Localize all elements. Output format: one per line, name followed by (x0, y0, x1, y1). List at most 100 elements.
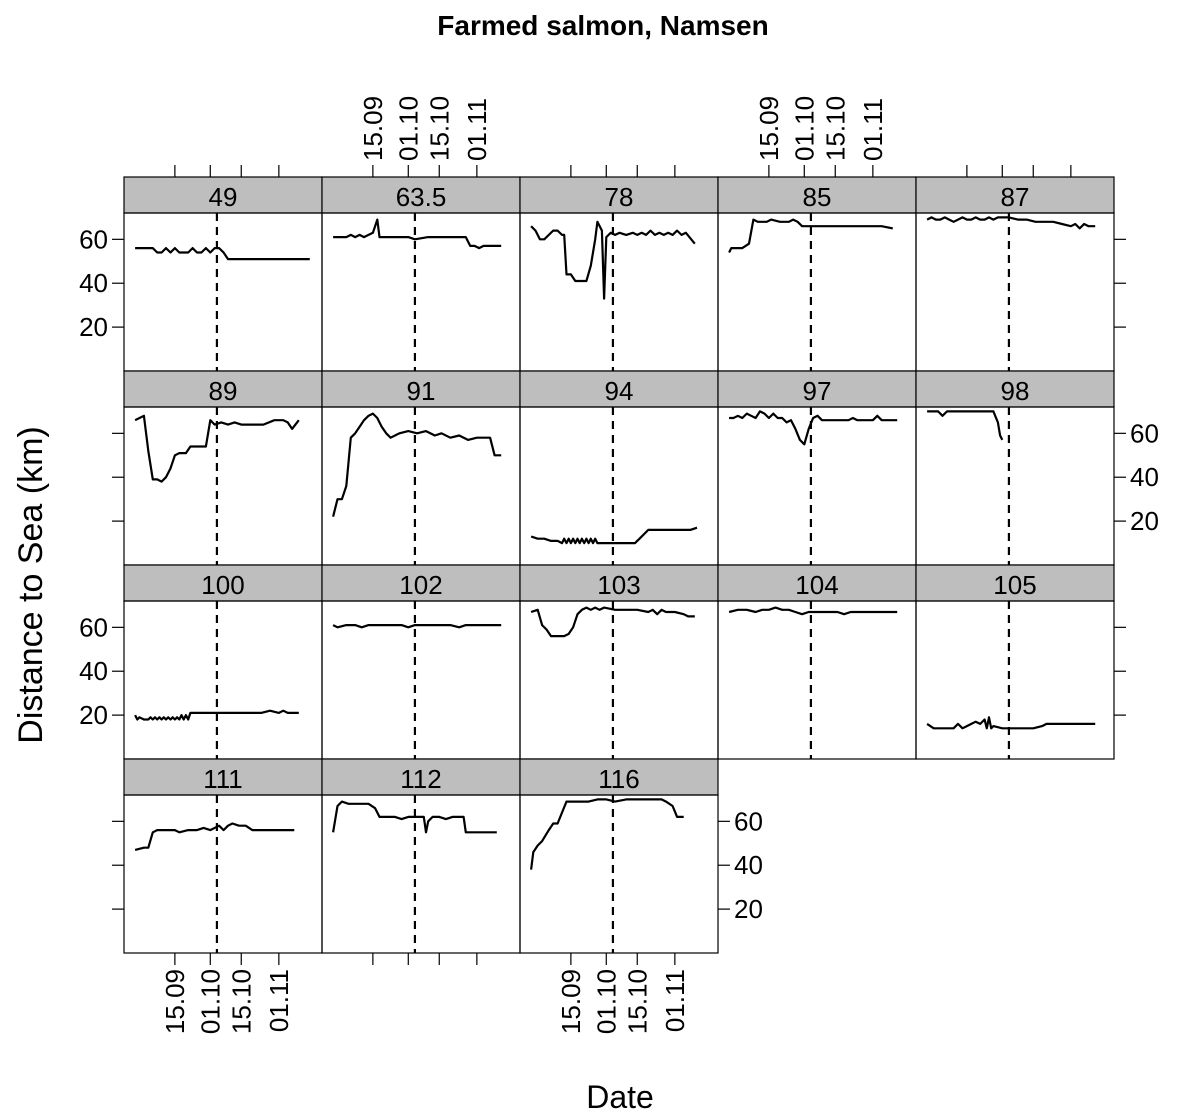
panel-111: 111 (123, 758, 323, 954)
series-line (333, 218, 502, 250)
panel-102: 102 (321, 564, 521, 760)
panel-85: 85 (717, 176, 917, 372)
panel-label: 89 (209, 376, 238, 406)
x-tick-label: 15.10 (622, 969, 652, 1034)
panel-strip (717, 370, 917, 408)
panel-frame (321, 794, 521, 954)
panel-strip (123, 564, 323, 602)
panel-frame (123, 794, 323, 954)
panel-94: 94 (519, 370, 719, 566)
panel-frame (915, 600, 1115, 760)
y-axis-row-1-right (1114, 238, 1126, 328)
panel-strip (717, 176, 917, 214)
series-line (332, 623, 502, 629)
panel-104: 104 (717, 564, 917, 760)
x-axis-top-col-4: 15.09 01.10 15.10 01.11 (754, 96, 888, 177)
panels-layer: 49 63.5 78 85 87 89 91 94 97 98 100 102 103 104 105 111… (123, 176, 1115, 954)
series-line (729, 410, 898, 446)
y-axis-row-1-left: 20 40 60 (79, 224, 124, 342)
series-line (926, 216, 1096, 230)
panel-label: 111 (203, 764, 243, 794)
series-line (332, 412, 502, 517)
series-line (332, 800, 497, 834)
x-tick-label: 01.10 (591, 969, 621, 1034)
x-axis-top-col-2: 15.09 01.10 15.10 01.11 (358, 96, 492, 177)
series-line (926, 716, 1096, 730)
x-axis-top-col-5 (966, 165, 1072, 177)
x-tick-label: 15.09 (556, 969, 586, 1034)
panel-frame (717, 406, 917, 566)
panel-frame (519, 600, 719, 760)
panel-label: 103 (597, 570, 640, 600)
panel-strip (123, 176, 323, 214)
y-tick-label: 40 (79, 268, 108, 298)
y-axis-row-3-right (1114, 626, 1126, 716)
panel-label: 78 (605, 182, 634, 212)
panel-strip (717, 564, 917, 602)
panel-frame (321, 406, 521, 566)
y-tick-label: 60 (79, 224, 108, 254)
y-tick-label: 60 (1130, 418, 1159, 448)
panel-label: 94 (605, 376, 634, 406)
panel-label: 104 (795, 570, 838, 600)
panel-strip (915, 564, 1115, 602)
panel-label: 112 (400, 764, 441, 794)
x-axis-bottom-col-1: 15.09 01.10 15.10 01.11 (160, 953, 294, 1034)
x-tick-label: 15.09 (754, 96, 784, 161)
x-axis-label: Date (586, 1079, 654, 1115)
y-tick-label: 60 (734, 806, 763, 836)
panel-frame (915, 212, 1115, 372)
panel-89: 89 (123, 370, 323, 566)
x-axis-bottom-col-3: 15.09 01.10 15.10 01.11 (556, 953, 690, 1034)
panel-strip (915, 370, 1115, 408)
panel-112: 112 (321, 758, 521, 954)
x-tick-label: 01.10 (393, 96, 423, 161)
panel-97: 97 (717, 370, 917, 566)
y-axis-row-4-left (112, 820, 124, 910)
panel-frame (717, 212, 917, 372)
x-tick-label: 15.10 (226, 969, 256, 1034)
x-axis-bottom-col-2 (372, 953, 478, 965)
panel-label: 85 (803, 182, 832, 212)
x-tick-label: 01.11 (264, 969, 294, 1032)
series-line (134, 414, 300, 483)
panel-116: 116 (519, 758, 719, 954)
chart-title: Farmed salmon, Namsen (437, 10, 768, 41)
y-tick-label: 40 (79, 656, 108, 686)
x-axis-top-col-1 (174, 165, 280, 177)
panel-98: 98 (915, 370, 1115, 566)
x-tick-label: 15.09 (358, 96, 388, 161)
x-tick-label: 01.11 (858, 98, 888, 161)
panel-87: 87 (915, 176, 1115, 372)
y-tick-label: 20 (79, 700, 108, 730)
y-axis-row-4-right: 20 40 60 (718, 806, 763, 924)
panel-frame (321, 212, 521, 372)
series-line (728, 218, 894, 253)
x-tick-label: 01.10 (195, 969, 225, 1034)
panel-strip (321, 176, 521, 214)
panel-strip (123, 758, 323, 796)
panel-strip (321, 758, 521, 796)
series-line (530, 526, 698, 545)
panel-label: 100 (201, 570, 244, 600)
y-tick-label: 20 (79, 312, 108, 342)
y-axis-row-2-left (112, 432, 124, 522)
series-line (728, 606, 898, 616)
panel-label: 63.5 (396, 182, 447, 212)
y-axis-row-2-right: 20 40 60 (1114, 418, 1159, 536)
x-tick-label: 01.10 (789, 96, 819, 161)
panel-91: 91 (321, 370, 521, 566)
x-tick-label: 01.11 (660, 969, 690, 1032)
y-tick-label: 60 (79, 612, 108, 642)
panel-label: 98 (1001, 376, 1030, 406)
panel-frame (519, 794, 719, 954)
y-tick-label: 20 (734, 894, 763, 924)
panel-strip (519, 370, 719, 408)
y-tick-label: 40 (734, 850, 763, 880)
series-line (927, 410, 1004, 441)
panel-frame (915, 406, 1115, 566)
series-line (134, 822, 295, 851)
series-line (530, 606, 695, 638)
